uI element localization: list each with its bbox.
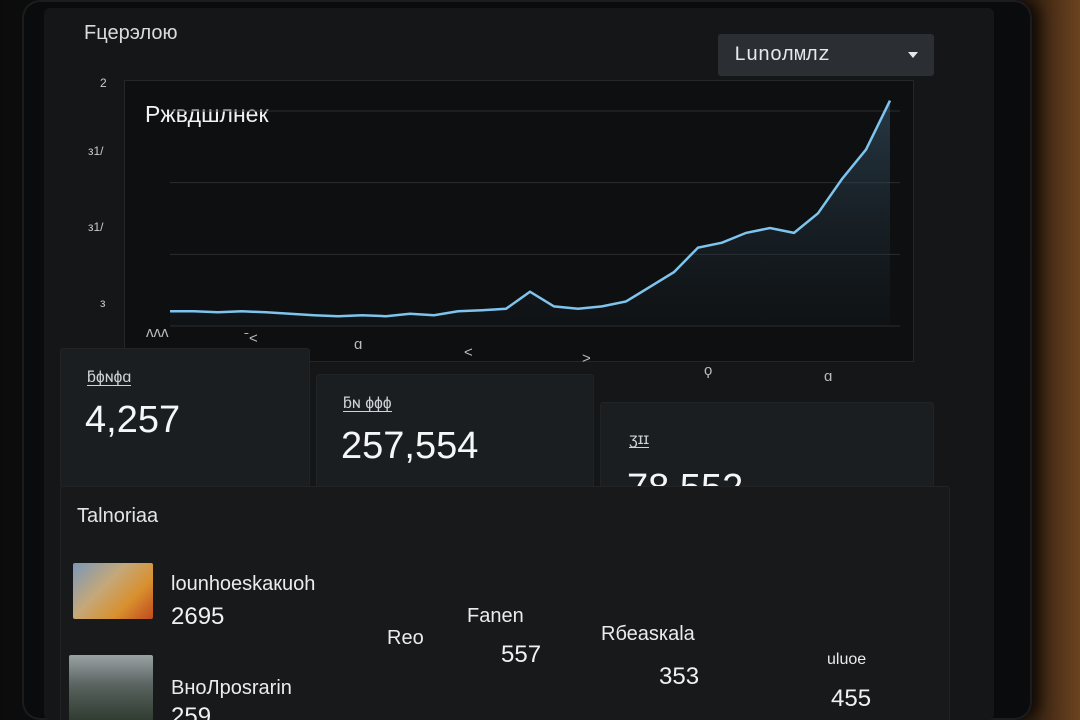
row-thumbnail[interactable] xyxy=(73,563,153,619)
y-tick-label: з1/ xyxy=(88,220,104,234)
row-name[interactable]: BноЛроsrarin xyxy=(171,677,292,699)
row-thumbnail[interactable] xyxy=(69,655,153,720)
line-chart xyxy=(170,100,900,327)
column-label: uluoe xyxy=(827,651,867,668)
stat-value: 257,554 xyxy=(341,425,479,467)
x-axis-labels: ʌʌʌ ˉ< ɑ < > ϙ ɑ xyxy=(124,324,914,385)
chart-title: Ржвдшлнек xyxy=(145,101,269,127)
row-count: 259 xyxy=(171,703,212,720)
x-tick-label: > xyxy=(582,350,591,367)
stat-value: 4,257 xyxy=(85,399,181,441)
app-title: Fцерэлою xyxy=(84,22,178,44)
dashboard-screen: Fцерэлою Lunoлмлz 2 з1/ з1/ з Ржвдшлнек … xyxy=(44,8,994,720)
table-panel: Talnoriaa lounhoeskaкuoh 2695 Reo Fanen … xyxy=(60,486,950,720)
y-tick-label: з1/ xyxy=(88,144,104,158)
series-line xyxy=(170,100,892,318)
x-tick-label: < xyxy=(464,344,473,361)
dropdown-value: Lunoлмлz xyxy=(734,43,831,67)
cell-value: 455 xyxy=(831,685,872,712)
period-dropdown[interactable]: Lunoлмлz xyxy=(718,34,934,76)
stat-label: ƃɸɴɸɑ xyxy=(87,369,132,386)
x-tick-label: ˉ< xyxy=(244,330,258,347)
area-fill xyxy=(170,100,890,326)
cell-value: 557 xyxy=(501,641,542,668)
y-tick-label: 2 xyxy=(100,76,107,90)
x-tick-label: ϙ xyxy=(704,362,713,379)
line-chart-panel: Ржвдшлнек xyxy=(124,80,914,362)
chevron-down-icon xyxy=(908,52,918,58)
stat-card[interactable]: ƃɸɴɸɑ 4,257 xyxy=(60,348,310,488)
x-tick-label: ʌʌʌ xyxy=(146,324,169,341)
stat-label: ʒɪɪ xyxy=(629,431,650,448)
x-tick-label: ɑ xyxy=(824,368,833,385)
row-count: 2695 xyxy=(171,603,225,630)
stat-label: ƃɴ ɸɸɸ xyxy=(343,395,392,412)
row-name[interactable]: lounhoeskaкuoh xyxy=(171,573,316,595)
table-title: Talnoriaa xyxy=(77,505,159,527)
cell-value: Reo xyxy=(387,627,424,649)
x-tick-label: ɑ xyxy=(354,336,363,353)
cell-value: 353 xyxy=(659,663,700,690)
y-tick-label: з xyxy=(100,296,106,310)
column-label: Fanen xyxy=(467,605,524,627)
column-label: Rбеasкаlа xyxy=(601,623,695,645)
